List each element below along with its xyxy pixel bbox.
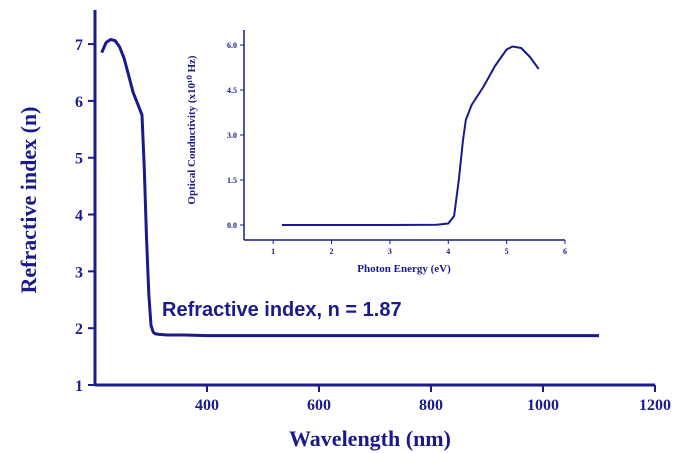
x-tick-label: 6 bbox=[563, 247, 567, 256]
inset-y-axis-label: Optical Conductivity (x10¹⁰ Hz) bbox=[186, 55, 198, 205]
y-tick-label: 6.0 bbox=[227, 41, 237, 50]
x-tick-label: 1 bbox=[271, 247, 275, 256]
y-tick-label: 6 bbox=[75, 94, 83, 111]
main-chart: 400 600 800 1000 1200 1 2 3 4 5 6 7 Wavelength (nm)… bbox=[16, 10, 671, 451]
main-y-axis-label: Refractive index (n) bbox=[16, 107, 41, 294]
x-tick-label: 5 bbox=[505, 247, 509, 256]
y-tick-label: 4 bbox=[75, 208, 83, 225]
x-tick-label: 600 bbox=[307, 397, 331, 414]
inset-chart: 1 2 3 4 5 6 0.0 1.5 3.0 4.5 6.0 Photon Energy (eV)… bbox=[186, 30, 567, 275]
refractive-index-annotation: Refractive index, n = 1.87 bbox=[162, 299, 402, 321]
y-tick-label: 2 bbox=[75, 321, 83, 338]
y-tick-label: 3 bbox=[75, 264, 83, 281]
x-tick-label: 800 bbox=[419, 397, 443, 414]
y-tick-label: 1.5 bbox=[227, 176, 237, 185]
main-x-axis-label: Wavelength (nm) bbox=[289, 426, 451, 451]
y-tick-label: 1 bbox=[75, 378, 83, 395]
x-tick-label: 3 bbox=[388, 247, 392, 256]
y-tick-label: 3.0 bbox=[227, 131, 237, 140]
x-tick-label: 1200 bbox=[639, 397, 671, 414]
y-tick-label: 0.0 bbox=[227, 221, 237, 230]
main-series-line bbox=[100, 38, 599, 338]
y-tick-label: 4.5 bbox=[227, 86, 237, 95]
x-tick-label: 4 bbox=[446, 247, 450, 256]
inset-series-line bbox=[281, 45, 540, 226]
inset-x-axis-label: Photon Energy (eV) bbox=[357, 263, 451, 275]
x-tick-label: 1000 bbox=[527, 397, 559, 414]
y-tick-label: 7 bbox=[75, 37, 83, 54]
y-tick-label: 5 bbox=[75, 151, 83, 168]
x-tick-label: 2 bbox=[330, 247, 334, 256]
x-tick-label: 400 bbox=[195, 397, 219, 414]
